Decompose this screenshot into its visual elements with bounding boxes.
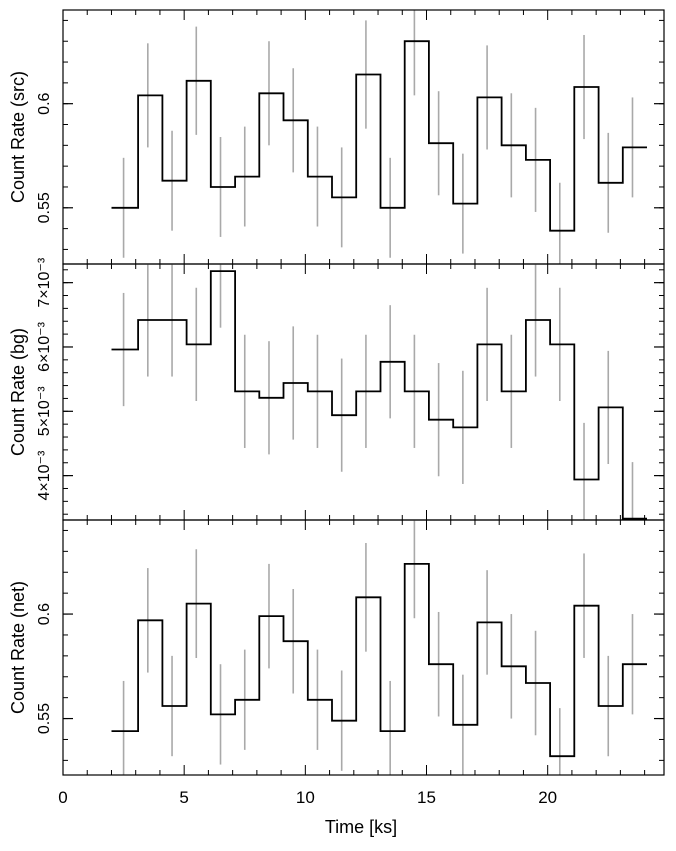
panel-net: 0.55 0.6 Count Rate (net) (8, 519, 665, 776)
error-bars-net (122, 520, 634, 775)
y-tick-label: 6×10⁻³ (36, 321, 53, 371)
panel-src: 0.55 0.6 Count Rate (src) (8, 9, 665, 265)
x-tick-label: 15 (417, 788, 436, 807)
x-tick-label: 10 (296, 788, 315, 807)
panel-frame (62, 519, 665, 776)
step-line-src (111, 40, 647, 232)
y-tick-label: 0.55 (36, 192, 53, 223)
y-tick-label: 7×10⁻³ (36, 257, 53, 307)
y-axis-label-bg: Count Rate (bg) (8, 328, 28, 456)
y-tick-label: 0.6 (36, 92, 53, 114)
x-tick-label: 20 (538, 788, 557, 807)
error-bars-src (122, 10, 634, 264)
panels-layer: 0.55 0.6 Count Rate (src) 4×10⁻³ 5×10⁻³ 6×10⁻… (8, 9, 665, 807)
x-tick-label: 0 (58, 788, 67, 807)
y-tick-label: 0.6 (36, 603, 53, 625)
x-tick-label: 5 (179, 788, 188, 807)
x-tick-labels: 0 5 10 15 20 (58, 788, 557, 807)
panel-bg: 4×10⁻³ 5×10⁻³ 6×10⁻³ 7×10⁻³ Count Rate (bg) (8, 257, 665, 521)
y-axis-label-src: Count Rate (src) (8, 71, 28, 203)
y-tick-label: 5×10⁻³ (36, 386, 53, 436)
y-tick-label: 4×10⁻³ (36, 450, 53, 500)
step-line-net (111, 563, 647, 758)
x-axis-label: Time [ks] (325, 817, 397, 837)
y-tick-label: 0.55 (36, 703, 53, 734)
step-line-bg (111, 270, 647, 520)
y-axis-label-net: Count Rate (net) (8, 581, 28, 714)
